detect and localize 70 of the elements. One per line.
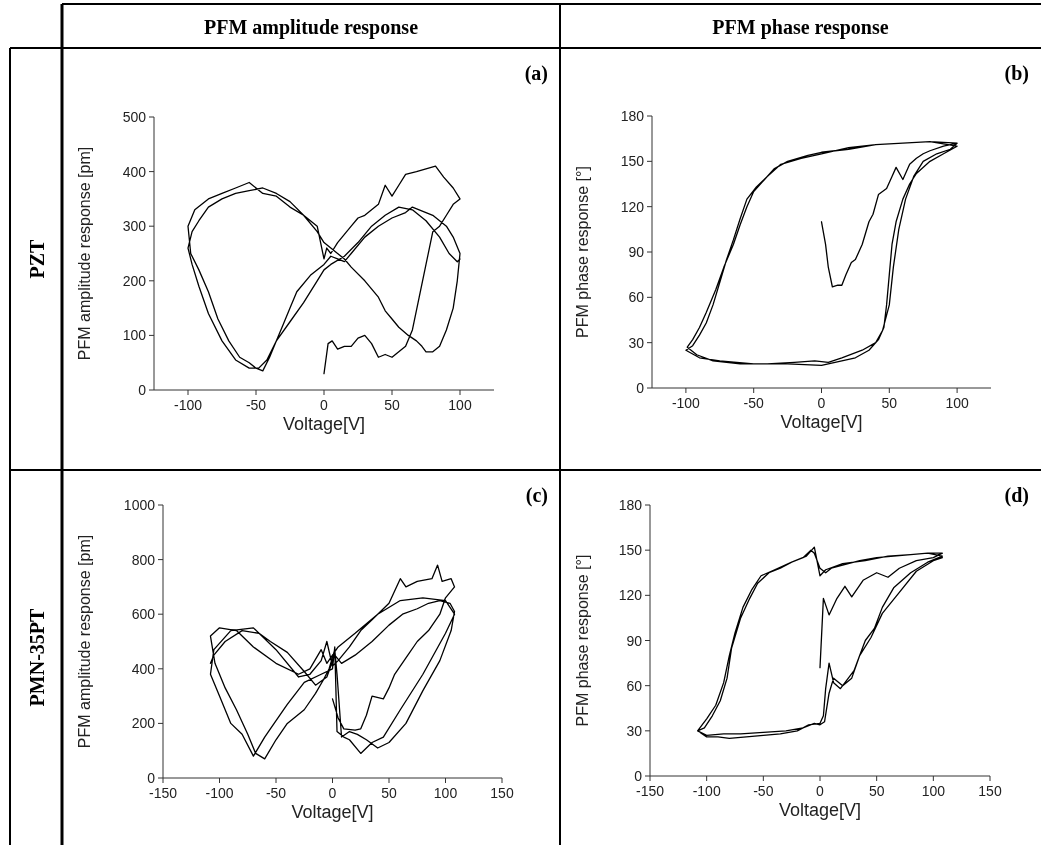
y-axis-title: PFM phase response [°]	[574, 554, 591, 727]
x-tick-label: 100	[945, 395, 969, 411]
y-tick-label: 200	[131, 715, 156, 732]
x-tick-label: -100	[205, 785, 234, 801]
x-tick-label: -50	[743, 395, 765, 411]
x-tick-label: 100	[448, 397, 472, 413]
y-tick-label: 60	[628, 289, 645, 306]
x-tick-label: -100	[671, 395, 701, 411]
x-axis-title: Voltage[V]	[780, 412, 863, 432]
x-axis-title: Voltage[V]	[778, 800, 862, 820]
y-tick-label: 120	[618, 587, 643, 604]
y-tick-label: 90	[626, 632, 643, 649]
chart-title: PFM phase response	[712, 16, 889, 39]
y-axis-title: PFM amplitude response [pm]	[76, 534, 93, 749]
x-tick-label: 150	[490, 785, 514, 801]
y-axis-title: PFM phase response [°]	[574, 166, 591, 338]
y-tick-label: 0	[634, 768, 643, 784]
y-tick-label: 180	[618, 497, 643, 513]
x-axis-title: Voltage[V]	[282, 414, 366, 434]
x-tick-label: 50	[881, 395, 898, 411]
y-tick-label: 30	[628, 334, 645, 351]
x-tick-label: -150	[635, 783, 665, 799]
y-tick-label: 200	[122, 272, 147, 289]
x-tick-label: -50	[265, 785, 287, 801]
x-tick-label: 0	[320, 397, 329, 413]
x-tick-label: 100	[921, 783, 946, 799]
y-tick-label: 30	[626, 722, 643, 739]
line-series	[696, 546, 944, 740]
text: PMN-35PT	[26, 607, 48, 707]
text: (d)	[1004, 484, 1029, 507]
y-tick-label: 60	[626, 677, 643, 694]
y-tick-label: 300	[122, 218, 147, 235]
x-tick-label: 100	[433, 785, 458, 801]
y-tick-label: 100	[122, 327, 147, 344]
x-tick-label: 50	[868, 783, 885, 799]
chart-title: PFM amplitude response	[203, 16, 419, 39]
text: (a)	[524, 62, 548, 85]
y-tick-label: 180	[620, 108, 645, 124]
y-tick-label: 600	[131, 606, 156, 623]
y-tick-label: 0	[147, 770, 156, 786]
line-series	[187, 165, 461, 375]
x-tick-label: -150	[148, 785, 178, 801]
x-tick-label: -100	[173, 397, 203, 413]
y-tick-label: 150	[618, 542, 643, 559]
x-tick-label: 0	[817, 395, 826, 411]
x-tick-label: 0	[816, 783, 825, 799]
y-tick-label: 0	[138, 382, 147, 398]
text: (c)	[525, 484, 548, 507]
y-tick-label: 400	[122, 163, 147, 180]
y-tick-label: 1000	[123, 497, 156, 513]
y-tick-label: 150	[620, 153, 645, 170]
x-tick-label: -100	[692, 783, 721, 799]
text: (b)	[1004, 62, 1029, 85]
text: PZT	[26, 238, 48, 279]
line-series	[685, 141, 958, 366]
x-tick-label: 0	[328, 785, 337, 801]
line-series	[209, 564, 456, 760]
x-tick-label: 50	[384, 397, 400, 413]
x-tick-label: -50	[245, 397, 267, 413]
x-tick-label: 50	[381, 785, 397, 801]
y-tick-label: 500	[122, 109, 147, 125]
y-tick-label: 120	[620, 198, 645, 215]
x-tick-label: 150	[978, 783, 1002, 799]
y-tick-label: 800	[131, 551, 156, 568]
y-tick-label: 90	[628, 244, 645, 260]
y-tick-label: 0	[636, 380, 645, 396]
x-axis-title: Voltage[V]	[291, 802, 374, 822]
y-axis-title: PFM amplitude response [pm]	[76, 146, 93, 361]
x-tick-label: -50	[753, 783, 774, 799]
y-tick-label: 400	[131, 660, 156, 677]
